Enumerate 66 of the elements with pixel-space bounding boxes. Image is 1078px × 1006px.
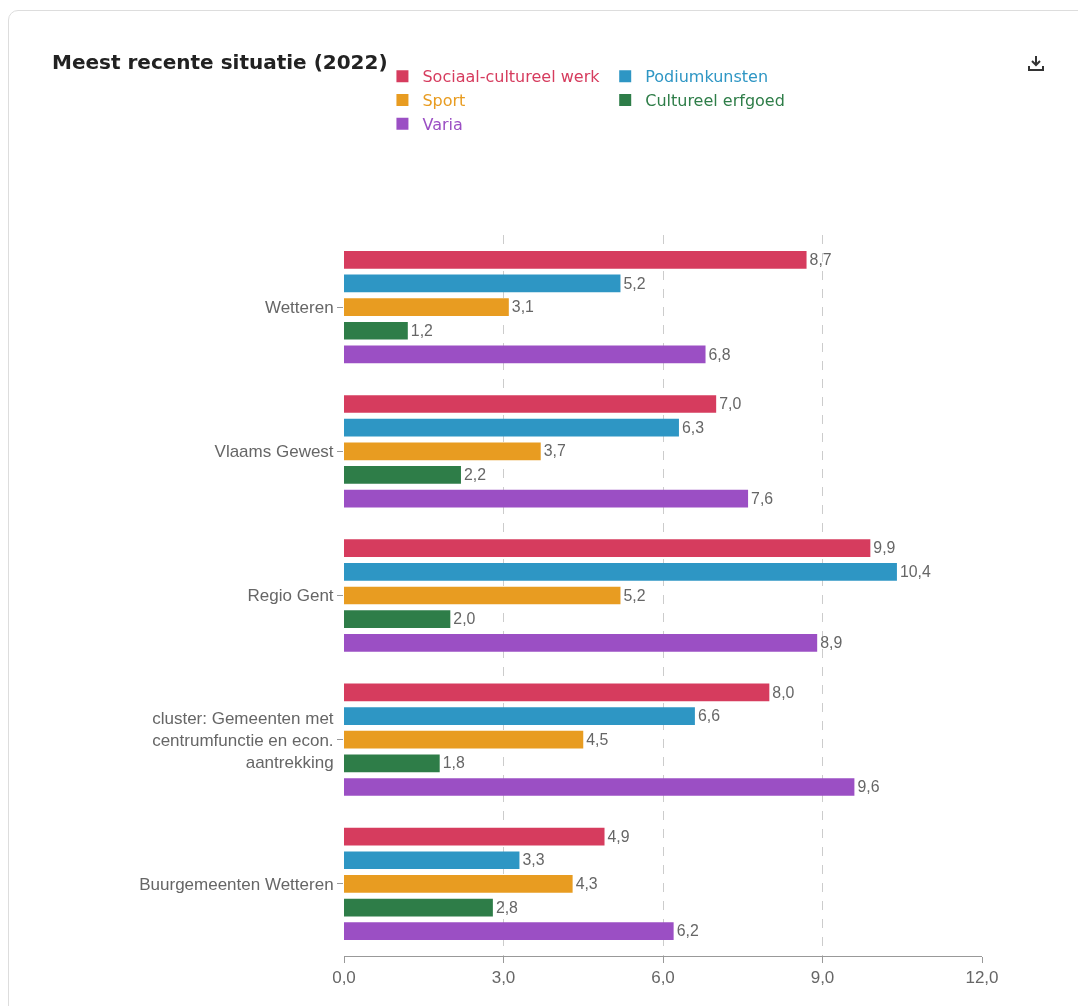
data-label: 4,3 — [575, 875, 598, 893]
bar — [344, 827, 605, 846]
y-tick-label: cluster: Gemeenten met centrumfunctie en econ. aantrekking — [152, 708, 334, 772]
bar — [344, 610, 451, 629]
data-label: 2,0 — [453, 610, 476, 628]
data-label: 8,0 — [772, 683, 795, 701]
data-label: 9,6 — [857, 778, 880, 796]
x-tick-label: 0,0 — [332, 968, 356, 988]
legend-label: Sport — [422, 91, 466, 111]
data-label: 3,1 — [511, 298, 535, 316]
bar — [344, 395, 717, 413]
bar — [344, 683, 770, 702]
y-tick-label: Regio Gent — [247, 586, 334, 606]
legend-label: Cultureel erfgoed — [645, 91, 785, 111]
x-tick-label: 12,0 — [965, 968, 999, 988]
bar — [344, 250, 807, 269]
bar — [344, 539, 871, 558]
bar — [344, 875, 573, 893]
bar — [344, 851, 520, 870]
chart-title: Meest recente situatie (2022) — [52, 50, 388, 74]
y-tick-label: Vlaams Gewest — [214, 442, 334, 462]
data-label: 6,6 — [697, 707, 721, 725]
bar — [344, 586, 621, 605]
data-label: 6,2 — [676, 922, 699, 940]
data-label: 4,9 — [607, 827, 630, 845]
bar — [344, 754, 440, 773]
bar — [344, 922, 674, 941]
bar — [344, 298, 509, 316]
data-label: 6,3 — [681, 418, 705, 436]
data-label: 5,2 — [623, 586, 646, 604]
y-tick-label: Buurgemeenten Wetteren — [139, 874, 334, 894]
bar — [344, 321, 408, 340]
x-tick-label: 9,0 — [810, 968, 835, 988]
bar — [344, 442, 541, 461]
data-label: 1,8 — [442, 754, 465, 772]
y-tick-label: Wetteren — [264, 298, 334, 318]
data-label: 6,8 — [708, 345, 731, 363]
data-label: 3,7 — [543, 442, 566, 460]
x-tick-label: 3,0 — [491, 968, 516, 988]
legend-label: Sociaal-cultureel werk — [422, 67, 601, 87]
bar — [344, 730, 584, 749]
bar — [344, 274, 621, 293]
data-label: 7,0 — [719, 395, 742, 413]
bar — [344, 466, 461, 484]
bar — [344, 633, 818, 652]
bar — [344, 418, 679, 437]
bar — [344, 778, 855, 796]
data-label: 3,3 — [522, 851, 545, 869]
data-label: 5,2 — [623, 274, 646, 292]
data-label: 2,2 — [463, 466, 487, 484]
bar — [344, 898, 493, 917]
data-label: 10,4 — [899, 562, 931, 580]
data-label: 8,9 — [820, 633, 843, 651]
bar — [344, 345, 706, 364]
legend-label: Varia — [422, 115, 463, 135]
data-label: 9,9 — [873, 539, 896, 557]
bar — [344, 562, 897, 581]
data-label: 7,6 — [751, 489, 774, 507]
x-tick-label: 6,0 — [651, 968, 675, 988]
bar — [344, 489, 749, 508]
data-label: 8,7 — [809, 250, 832, 268]
bar — [344, 707, 695, 725]
data-label: 2,8 — [495, 898, 519, 916]
data-label: 1,2 — [410, 321, 434, 339]
data-label: 4,5 — [586, 730, 609, 748]
legend-label: Podiumkunsten — [645, 67, 769, 87]
